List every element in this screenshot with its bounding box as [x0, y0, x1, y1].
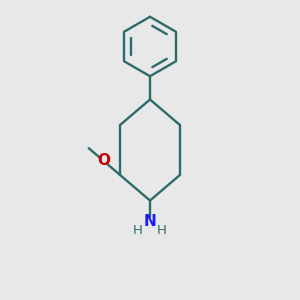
- Text: H: H: [157, 224, 167, 237]
- Text: N: N: [144, 214, 156, 230]
- Text: O: O: [97, 153, 110, 168]
- Text: H: H: [133, 224, 143, 237]
